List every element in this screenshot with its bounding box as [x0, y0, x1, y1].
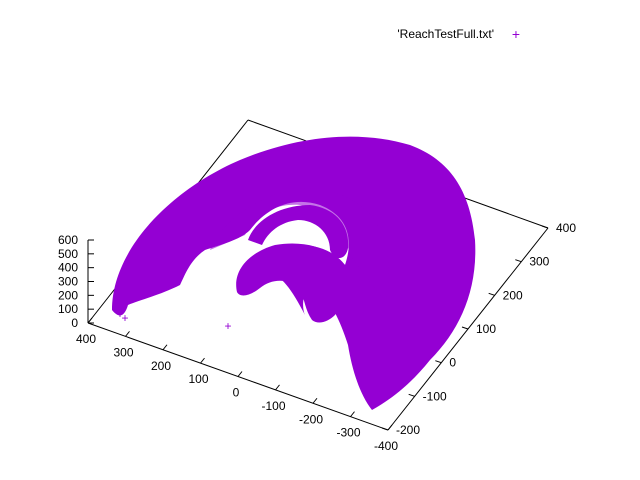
- y-tick-label: 400: [556, 221, 576, 235]
- x-tick-label: -400: [374, 439, 398, 453]
- envelope-arc: [248, 205, 349, 259]
- x-tick-label: -200: [299, 412, 323, 426]
- envelope-lower: [236, 243, 347, 323]
- data-point: +: [116, 307, 123, 321]
- y-tick-mark: [541, 225, 549, 229]
- z-tick-label: 600: [58, 233, 78, 247]
- y-tick-label: 100: [476, 322, 496, 336]
- x-tick-group: 400 300 200 100 0 -100 -200 -300 -400: [76, 317, 398, 453]
- y-tick-mark: [515, 259, 522, 263]
- envelope-inner: [210, 188, 389, 300]
- x-tick-mark: [200, 357, 205, 364]
- z-tick-label: 300: [58, 275, 78, 289]
- y-tick-label: 200: [503, 288, 523, 302]
- z-tick-label: 200: [58, 288, 78, 302]
- y-tick-mark: [381, 427, 389, 431]
- y-tick-label: 300: [529, 255, 549, 269]
- z-tick-label: 0: [71, 316, 78, 330]
- z-tick-label: 500: [58, 247, 78, 261]
- x-tick-label: -300: [336, 426, 360, 440]
- data-points: +++: [112, 136, 476, 410]
- x-tick-label: 100: [188, 372, 208, 386]
- data-point: +: [224, 319, 231, 333]
- x-tick-label: 200: [151, 359, 171, 373]
- x-tick-mark: [387, 424, 393, 431]
- x-tick-mark: [312, 397, 318, 404]
- y-tick-label: -200: [396, 423, 420, 437]
- x-tick-mark: [87, 317, 93, 324]
- x-tick-label: 400: [76, 332, 96, 346]
- x-tick-mark: [350, 411, 355, 417]
- x-tick-mark: [237, 371, 243, 377]
- y-tick-mark: [435, 360, 442, 364]
- y-tick-group: -200 -100 0 100 200 300 400: [381, 221, 576, 437]
- y-tick-mark: [488, 292, 495, 296]
- x-tick-mark: [275, 384, 280, 391]
- legend: 'ReachTestFull.txt' +: [397, 26, 520, 42]
- legend-marker: +: [512, 26, 520, 42]
- data-point: +: [121, 311, 128, 325]
- y-tick-mark: [461, 326, 469, 330]
- x-tick-label: 0: [233, 386, 240, 400]
- y-tick-label: -100: [423, 389, 447, 403]
- z-tick-label: 400: [58, 261, 78, 275]
- x-tick-mark: [162, 344, 168, 351]
- x-tick-label: -100: [261, 399, 285, 413]
- x-tick-mark: [125, 331, 130, 337]
- y-tick-mark: [408, 393, 415, 397]
- y-tick-label: 0: [449, 356, 456, 370]
- x-tick-label: 300: [113, 345, 133, 359]
- z-tick-label: 100: [58, 302, 78, 316]
- legend-label: 'ReachTestFull.txt': [397, 27, 494, 41]
